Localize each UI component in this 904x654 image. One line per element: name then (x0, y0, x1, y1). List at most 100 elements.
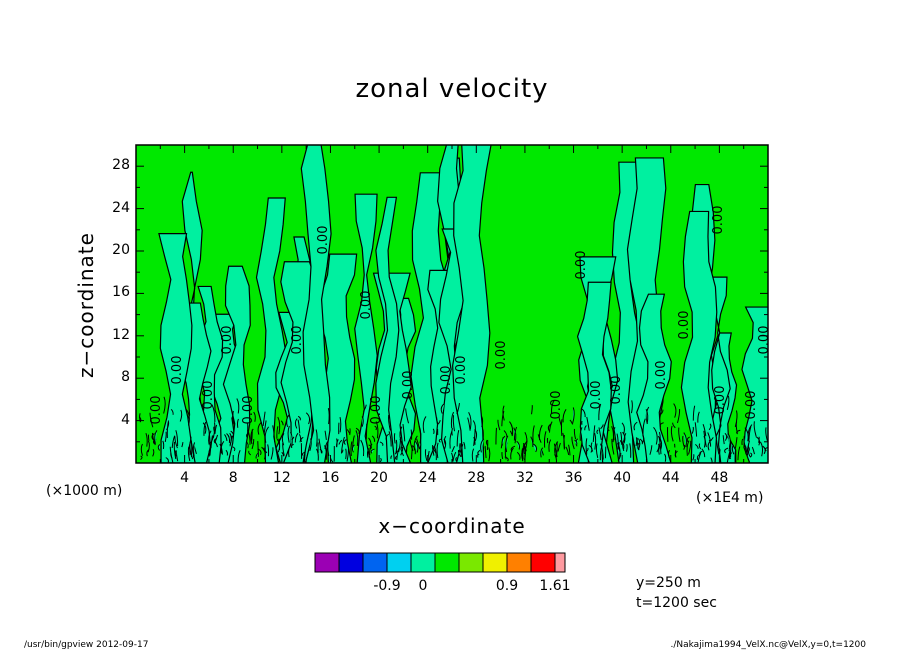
contour-line (280, 420, 284, 426)
contour-line (484, 445, 487, 459)
contour-line (343, 439, 347, 445)
contour-value-label: 0.00 (589, 381, 604, 410)
contour-line (607, 426, 610, 432)
contour-line (480, 438, 485, 453)
contour-line (212, 422, 216, 438)
contour-line (355, 430, 359, 446)
contour-line (213, 426, 216, 434)
contour-line (691, 426, 694, 434)
x-tick-label: 40 (613, 470, 632, 486)
colorbar-swatch (434, 552, 460, 573)
colorbar-tick-label: 1.61 (539, 578, 571, 594)
colorbar-swatch (482, 552, 508, 573)
contour-value-label: 0.00 (439, 366, 454, 395)
contour-line (362, 404, 367, 412)
contour-line (324, 441, 329, 449)
contour-line (371, 435, 376, 442)
contour-line (751, 446, 755, 455)
contour-line (412, 445, 416, 455)
contour-line (548, 439, 552, 452)
contour-line (600, 443, 604, 460)
colorbar-tick-label: -0.9 (373, 578, 401, 594)
x-tick-label: 48 (710, 470, 729, 486)
colorbar-tick-label: 0.9 (495, 578, 519, 594)
contour-line (762, 445, 766, 455)
contour-line (531, 405, 533, 415)
contour-line (697, 452, 702, 463)
contour-line (459, 442, 462, 454)
contour-line (297, 415, 301, 421)
footer-right: ./Nakajima1994_VelX.nc@VelX,y=0,t=1200 (670, 640, 866, 650)
contour-line (301, 451, 305, 456)
chart-title: zonal velocity (355, 74, 549, 104)
contour-line (477, 451, 480, 456)
contour-line (540, 447, 544, 458)
contour-line (272, 425, 276, 443)
contour-line (157, 444, 161, 451)
contour-value-label: 0.00 (401, 371, 416, 400)
contour-line (346, 429, 351, 434)
contour-line (726, 395, 730, 411)
contour-line (151, 433, 155, 440)
contour-line (152, 448, 155, 457)
y-tick-label: 4 (121, 411, 130, 428)
contour-line (163, 396, 166, 414)
contour-line (226, 433, 231, 443)
contour-line (257, 448, 262, 456)
contour-line (642, 418, 646, 435)
contour-line (457, 449, 462, 457)
contour-line (336, 439, 339, 447)
contour-line (722, 435, 725, 445)
contour-line (697, 411, 700, 423)
contour-line (547, 423, 552, 432)
contour-line (612, 426, 616, 441)
contour-value-label: 0.00 (201, 381, 216, 410)
contour-line (758, 436, 760, 443)
colorbar-swatch (554, 552, 566, 573)
contour-line (467, 417, 471, 431)
contour-line (451, 446, 455, 453)
contour-line (569, 419, 574, 425)
contour-line (743, 435, 747, 451)
contour-line (294, 432, 299, 443)
contour-line (395, 439, 398, 454)
contour-line (388, 414, 391, 431)
contour-band (222, 265, 251, 463)
contour-line (456, 403, 460, 415)
contour-line (203, 421, 207, 436)
contour-line (734, 410, 738, 428)
contour-line (230, 430, 235, 437)
contour-line (616, 433, 619, 450)
colorbar-swatch (458, 552, 484, 573)
x-unit-right: (×1E4 m) (696, 490, 764, 506)
contour-line (164, 431, 167, 443)
contour-line (368, 437, 372, 448)
contour-line (584, 425, 587, 431)
contour-line (436, 417, 439, 425)
contour-line (574, 439, 578, 446)
contour-line (181, 442, 184, 448)
contour-value-label: 0.00 (220, 326, 235, 355)
contour-line (219, 443, 223, 455)
contour-line (571, 436, 575, 450)
contour-line (674, 450, 678, 458)
contour-band (636, 293, 672, 463)
contour-line (450, 411, 454, 429)
contour-line (557, 442, 561, 452)
contour-line (185, 409, 190, 426)
contour-line (623, 432, 627, 442)
contour-line (324, 445, 327, 460)
contour-line (532, 425, 535, 443)
contour-line (224, 434, 228, 441)
contour-line (147, 440, 150, 453)
contour-value-label: 0.00 (677, 311, 692, 340)
y-tick-label: 16 (112, 284, 130, 301)
contour-line (625, 444, 628, 452)
contour-line (309, 438, 312, 452)
contour-line (653, 426, 658, 445)
contour-line (664, 453, 667, 462)
contour-line (611, 438, 615, 455)
contour-line (621, 422, 625, 435)
